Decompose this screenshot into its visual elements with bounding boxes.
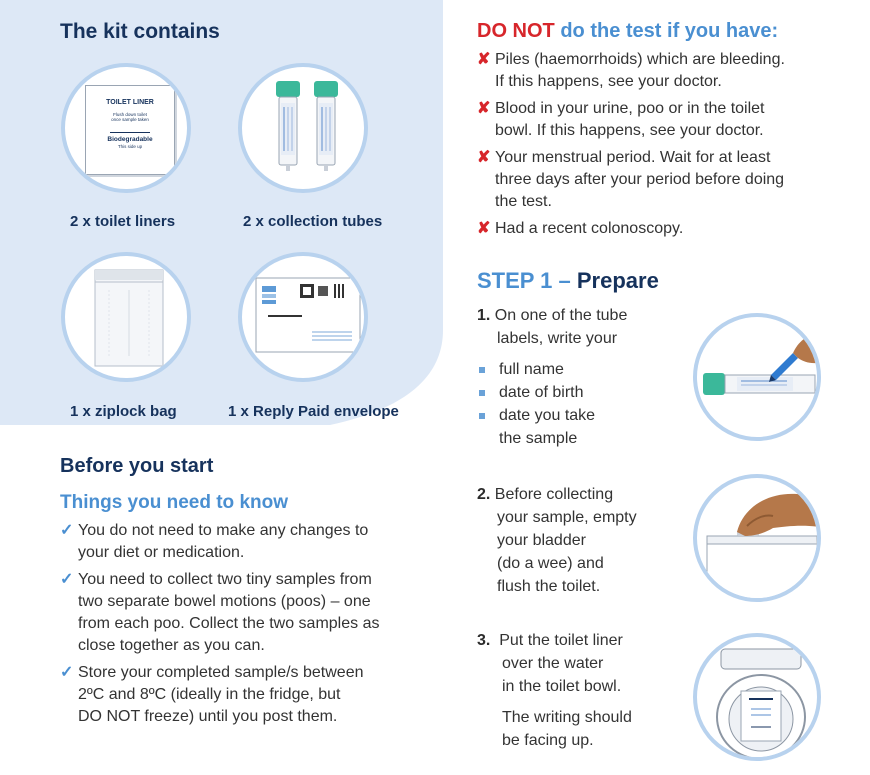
cross-icon: ✘ xyxy=(477,149,491,166)
donot-title: DO NOT do the test if you have: xyxy=(477,20,778,43)
step-line: On one of the tube xyxy=(494,307,628,324)
step-bullets: full name date of birth date you take th… xyxy=(477,358,687,450)
donot-item: ✘ Had a recent colonoscopy. xyxy=(477,218,847,240)
step-bullet: date of birth xyxy=(477,381,687,404)
toilet-liner-icon: TOILET LINER Flush down toilet once samp… xyxy=(61,63,191,193)
before-item-line: Store your completed sample/s between xyxy=(78,664,364,681)
kit-item-bag: 1 x ziplock bag xyxy=(70,403,177,420)
before-item: ✓ You need to collect two tiny samples f… xyxy=(60,569,440,657)
donot-item: ✘ Your menstrual period. Wait for at lea… xyxy=(477,147,847,213)
step-line: be facing up. xyxy=(502,732,594,749)
step-1-2: 2. Before collecting your sample, empty … xyxy=(477,483,687,598)
before-item-line: two separate bowel motions (poos) – one xyxy=(78,593,371,610)
step-line: (do a wee) and xyxy=(497,555,604,572)
step-bullet: date you take xyxy=(477,404,687,427)
donot-item-line: If this happens, see your doctor. xyxy=(495,73,722,90)
before-list: ✓ You do not need to make any changes to… xyxy=(60,520,440,733)
liner-card-bio: Biodegradable xyxy=(107,136,153,143)
bullet-text: date of birth xyxy=(499,384,584,401)
before-item: ✓ Store your completed sample/s between … xyxy=(60,662,440,728)
before-item-line: from each poo. Collect the two samples a… xyxy=(78,615,380,632)
before-item-line: You do not need to make any changes to xyxy=(78,522,369,539)
toilet-liner-placement-icon xyxy=(693,633,821,761)
before-item-line: DO NOT freeze) until you post them. xyxy=(78,708,338,725)
collection-tubes-icon xyxy=(238,63,368,193)
before-item-line: your diet or medication. xyxy=(78,544,245,561)
step-line: in the toilet bowl. xyxy=(502,678,622,695)
before-item-line: 2ºC and 8ºC (ideally in the fridge, but xyxy=(78,686,341,703)
donot-item-line: Piles (haemorrhoids) which are bleeding. xyxy=(495,51,785,68)
donot-item: ✘ Piles (haemorrhoids) which are bleedin… xyxy=(477,49,847,93)
step-line: Put the toilet liner xyxy=(499,632,623,649)
step1-prefix: STEP 1 – xyxy=(477,268,577,293)
liner-card-line2: once sample taken xyxy=(111,117,149,122)
step-line: your bladder xyxy=(497,532,586,549)
liner-card-side: This side up xyxy=(117,144,143,149)
donot-item-line: the test. xyxy=(495,193,552,210)
step-1-1: 1. On one of the tube labels, write your… xyxy=(477,304,687,450)
cross-icon: ✘ xyxy=(477,100,491,117)
donot-item-line: Had a recent colonoscopy. xyxy=(495,220,684,237)
step-bullet-cont: the sample xyxy=(477,427,687,450)
cross-icon: ✘ xyxy=(477,220,491,237)
step-line: labels, write your xyxy=(497,330,618,347)
liner-card-line1: Flush down toilet xyxy=(113,112,147,117)
kit-item-liners: 2 x toilet liners xyxy=(70,213,176,230)
donot-item-line: Blood in your urine, poo or in the toile… xyxy=(495,100,765,117)
donot-list: ✘ Piles (haemorrhoids) which are bleedin… xyxy=(477,49,847,245)
bullet-text: the sample xyxy=(499,430,578,447)
step-line: Before collecting xyxy=(494,486,614,503)
step-line: The writing should xyxy=(502,709,632,726)
donot-prefix: DO NOT xyxy=(477,20,555,42)
before-subtitle: Things you need to know xyxy=(60,492,288,513)
bullet-text: full name xyxy=(499,361,564,378)
donot-rest: do the test if you have: xyxy=(554,20,779,42)
donot-item-line: Your menstrual period. Wait for at least xyxy=(495,149,771,166)
before-item-line: You need to collect two tiny samples fro… xyxy=(78,571,372,588)
liner-card-title: TOILET LINER xyxy=(106,99,154,106)
step1-title: STEP 1 – Prepare xyxy=(477,268,659,294)
step-number: 3. xyxy=(477,632,491,649)
step-line: your sample, empty xyxy=(497,509,637,526)
before-item-line: close together as you can. xyxy=(78,637,265,654)
ziplock-bag-icon xyxy=(61,252,191,382)
step-1-3: 3. Put the toilet liner over the water i… xyxy=(477,629,687,752)
step-line: over the water xyxy=(502,655,604,672)
kit-item-tubes: 2 x collection tubes xyxy=(243,213,383,230)
step-bullet: full name xyxy=(477,358,687,381)
step-number: 2. xyxy=(477,486,491,503)
step-line: flush the toilet. xyxy=(497,578,601,595)
step-number: 1. xyxy=(477,307,491,324)
check-icon: ✓ xyxy=(60,571,74,588)
before-item: ✓ You do not need to make any changes to… xyxy=(60,520,440,564)
donot-item-line: bowl. If this happens, see your doctor. xyxy=(495,122,764,139)
step1-name: Prepare xyxy=(576,268,659,293)
flush-toilet-icon xyxy=(693,474,821,602)
kit-title: The kit contains xyxy=(60,20,220,43)
check-icon: ✓ xyxy=(60,522,74,539)
bullet-text: date you take xyxy=(499,407,596,424)
cross-icon: ✘ xyxy=(477,51,491,68)
donot-item: ✘ Blood in your urine, poo or in the toi… xyxy=(477,98,847,142)
tube-labeling-icon xyxy=(693,313,821,441)
kit-item-envelope: 1 x Reply Paid envelope xyxy=(228,403,399,420)
before-title: Before you start xyxy=(60,455,214,477)
check-icon: ✓ xyxy=(60,664,74,681)
envelope-icon xyxy=(238,252,368,382)
donot-item-line: three days after your period before doin… xyxy=(495,171,785,188)
